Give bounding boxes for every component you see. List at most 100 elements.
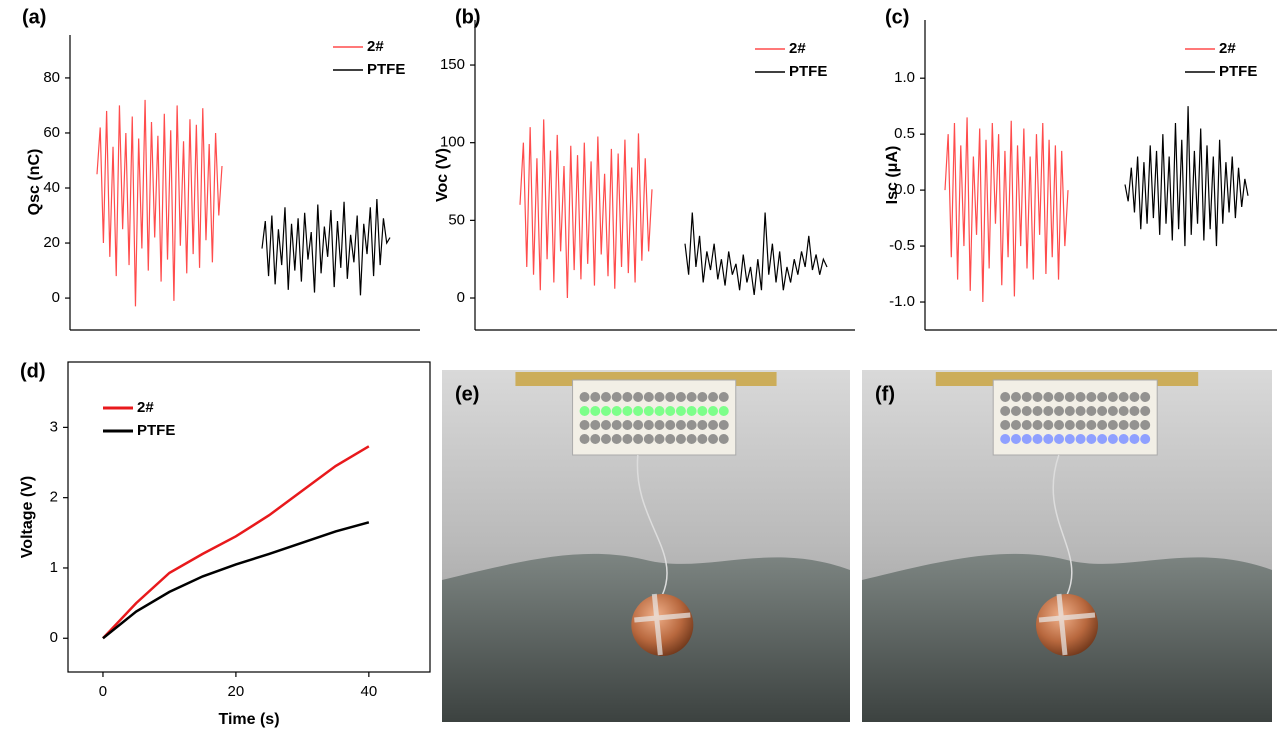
led — [1043, 406, 1054, 416]
led — [1054, 420, 1065, 430]
y-tick-label: 0.5 — [894, 125, 915, 142]
led — [697, 392, 708, 402]
ball-tape — [1038, 593, 1096, 656]
y-axis-label: Voc (V) — [434, 148, 451, 202]
ball-tape — [634, 593, 691, 656]
led — [633, 392, 644, 402]
led — [579, 434, 590, 444]
led — [611, 392, 622, 402]
led — [1043, 392, 1054, 402]
y-tick-label: 0 — [50, 629, 58, 646]
legend-label: PTFE — [367, 61, 405, 78]
y-tick-label: 1 — [50, 559, 58, 576]
series-line — [519, 119, 653, 299]
y-tick-label: -0.5 — [889, 237, 915, 254]
y-tick-label: 0 — [457, 289, 465, 306]
led — [633, 420, 644, 430]
led — [590, 434, 601, 444]
x-axis-label: Time (s) — [218, 711, 279, 728]
led — [665, 434, 676, 444]
led — [1086, 406, 1097, 416]
photo — [442, 370, 850, 722]
led — [1107, 392, 1118, 402]
led — [590, 420, 601, 430]
led — [1097, 420, 1108, 430]
x-tick-label: 20 — [228, 683, 245, 700]
panel-label: (f) — [875, 383, 895, 405]
panel-label: (d) — [20, 360, 46, 382]
led — [1086, 434, 1097, 444]
panel-label: (e) — [455, 383, 479, 405]
led — [697, 406, 708, 416]
led — [1010, 392, 1021, 402]
led — [1021, 434, 1032, 444]
led — [675, 420, 686, 430]
y-tick-label: 100 — [440, 134, 465, 151]
series-line — [261, 198, 391, 296]
led — [1032, 420, 1043, 430]
led — [1097, 434, 1108, 444]
led — [1010, 420, 1021, 430]
led — [1043, 420, 1054, 430]
led — [622, 420, 633, 430]
y-tick-label: -1.0 — [889, 293, 915, 310]
y-axis-label: Qsc (nC) — [26, 149, 43, 216]
led — [1010, 434, 1021, 444]
y-tick-label: 2 — [50, 489, 58, 506]
led — [1021, 406, 1032, 416]
led — [643, 420, 654, 430]
led — [1010, 406, 1021, 416]
led — [1000, 392, 1011, 402]
wire — [636, 454, 668, 596]
led — [1140, 434, 1151, 444]
led — [686, 406, 697, 416]
y-axis-label: Voltage (V) — [19, 476, 36, 558]
legend-label: PTFE — [137, 422, 175, 439]
led — [1140, 406, 1151, 416]
led — [1075, 434, 1086, 444]
led — [1118, 392, 1129, 402]
y-tick-label: 80 — [43, 69, 60, 86]
series-line — [944, 117, 1069, 303]
led — [600, 392, 611, 402]
led — [1054, 406, 1065, 416]
led — [1129, 434, 1140, 444]
led — [1140, 420, 1151, 430]
series-line — [1124, 106, 1249, 247]
series-line — [684, 212, 828, 295]
led — [611, 434, 622, 444]
legend-label: 2# — [137, 399, 154, 416]
led — [718, 434, 729, 444]
x-tick-label: 0 — [99, 683, 107, 700]
led — [1107, 420, 1118, 430]
led — [600, 406, 611, 416]
photo — [862, 370, 1272, 722]
led — [1075, 392, 1086, 402]
led — [622, 392, 633, 402]
led — [1129, 392, 1140, 402]
led — [686, 392, 697, 402]
led — [1129, 420, 1140, 430]
led — [611, 406, 622, 416]
y-tick-label: 40 — [43, 179, 60, 196]
led — [697, 434, 708, 444]
led — [1032, 392, 1043, 402]
led — [654, 420, 665, 430]
led — [1021, 392, 1032, 402]
led — [1000, 434, 1011, 444]
led — [1107, 434, 1118, 444]
led — [1086, 420, 1097, 430]
led — [579, 420, 590, 430]
legend-label: PTFE — [789, 63, 827, 80]
series-line — [102, 445, 370, 640]
legend-label: 2# — [789, 40, 806, 57]
led — [718, 420, 729, 430]
y-tick-label: 0 — [52, 289, 60, 306]
led — [1118, 406, 1129, 416]
led — [622, 434, 633, 444]
led — [1043, 434, 1054, 444]
led — [579, 406, 590, 416]
device-ball — [631, 594, 694, 656]
led — [654, 406, 665, 416]
